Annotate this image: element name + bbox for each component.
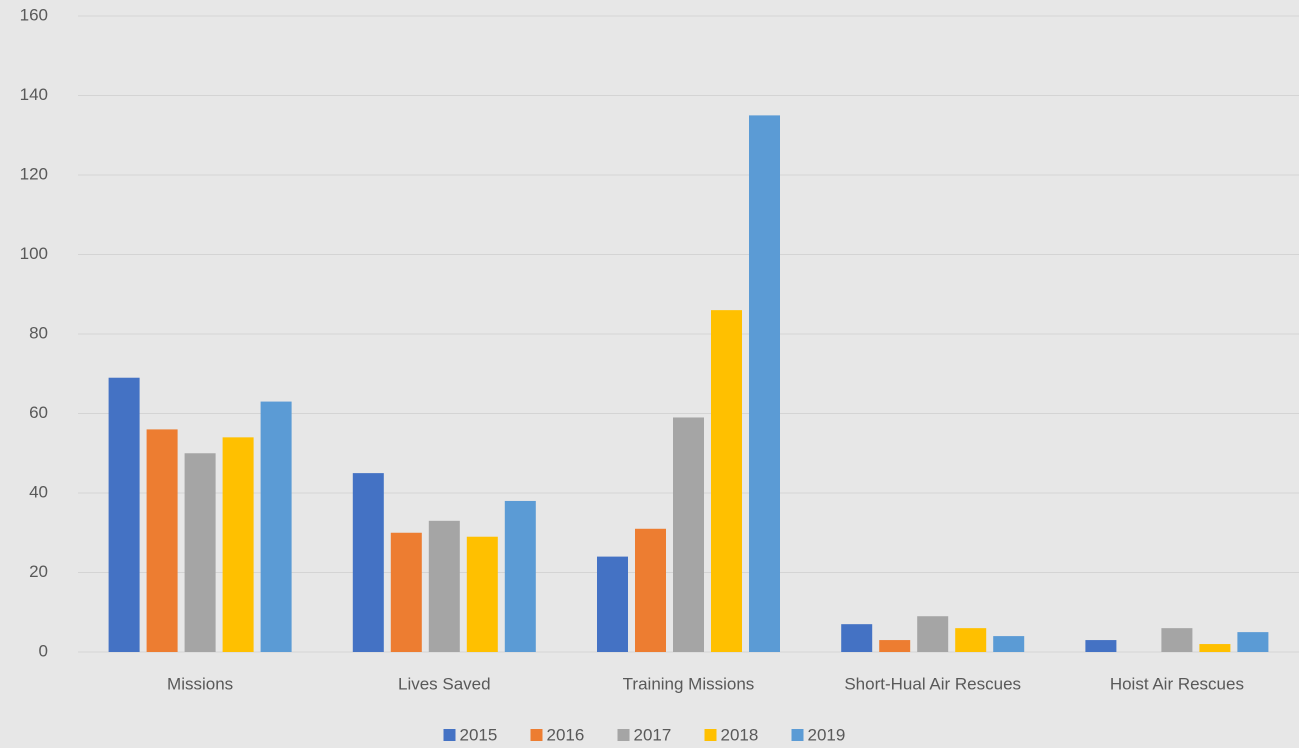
bar: [1085, 640, 1117, 652]
bar: [841, 624, 873, 652]
bar: [711, 310, 742, 652]
legend-swatch: [443, 729, 456, 741]
y-tick-label: 100: [20, 244, 48, 263]
bar: [222, 437, 254, 652]
legend-label: 2018: [721, 725, 759, 744]
y-tick-label: 140: [20, 85, 48, 104]
y-tick-label: 80: [29, 323, 48, 342]
bar: [1237, 632, 1269, 652]
bar: [504, 500, 536, 652]
legend-label: 2015: [460, 725, 498, 744]
x-tick-label: Short-Hual Air Rescues: [844, 674, 1021, 693]
bar: [260, 401, 292, 652]
x-tick-label: Missions: [167, 674, 233, 693]
x-tick-label: Lives Saved: [398, 674, 491, 693]
x-tick-label: Training Missions: [623, 674, 755, 693]
legend-swatch: [704, 729, 717, 741]
bar: [879, 640, 911, 652]
legend-swatch: [617, 729, 630, 741]
bar: [749, 115, 780, 652]
bar: [917, 616, 949, 652]
y-tick-label: 20: [29, 562, 48, 581]
y-tick-label: 40: [29, 482, 48, 501]
bar: [1161, 628, 1193, 652]
legend-label: 2017: [634, 725, 672, 744]
y-tick-label: 120: [20, 164, 48, 183]
bar: [673, 417, 704, 652]
y-tick-label: 0: [39, 641, 48, 660]
bar: [428, 520, 460, 652]
bar: [993, 636, 1025, 652]
legend-swatch: [530, 729, 543, 741]
bar: [955, 628, 987, 652]
y-tick-label: 160: [20, 5, 48, 24]
bar: [635, 528, 666, 652]
legend-swatch: [791, 729, 804, 741]
bar: [184, 453, 216, 652]
legend-label: 2019: [808, 725, 846, 744]
bar: [146, 429, 178, 652]
bar: [597, 556, 628, 652]
y-tick-label: 60: [29, 403, 48, 422]
bar: [108, 377, 140, 652]
bar: [466, 536, 498, 652]
x-tick-label: Hoist Air Rescues: [1110, 674, 1244, 693]
bar: [1199, 644, 1231, 652]
bar: [390, 532, 422, 652]
bar: [352, 473, 384, 652]
legend-label: 2016: [547, 725, 585, 744]
